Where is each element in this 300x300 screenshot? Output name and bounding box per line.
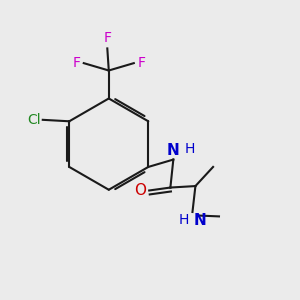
- Text: N: N: [194, 214, 207, 229]
- Text: O: O: [134, 183, 146, 198]
- Text: F: F: [137, 56, 145, 70]
- Text: H: H: [184, 142, 195, 156]
- Text: N: N: [167, 143, 180, 158]
- Text: F: F: [103, 31, 111, 45]
- Text: F: F: [72, 56, 80, 70]
- Text: H: H: [178, 214, 189, 227]
- Text: Cl: Cl: [27, 113, 40, 127]
